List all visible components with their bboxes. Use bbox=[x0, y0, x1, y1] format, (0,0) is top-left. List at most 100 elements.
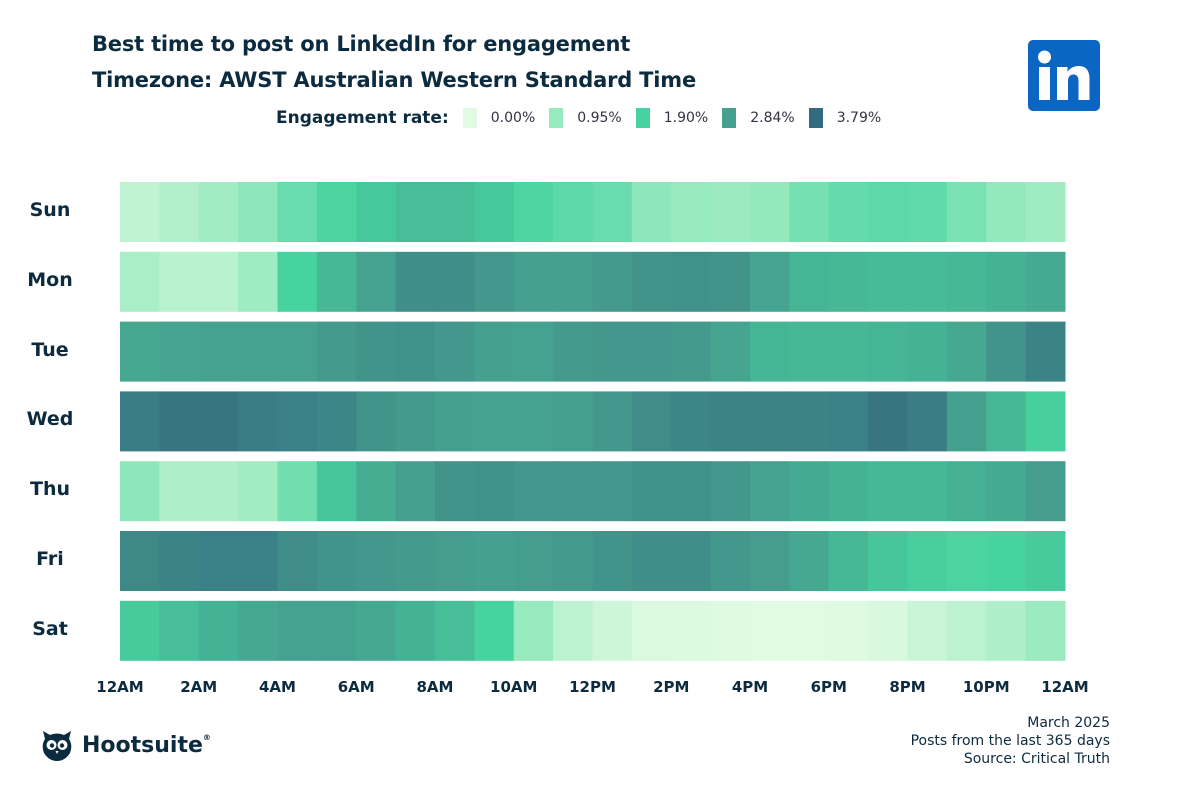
heatmap-cell-sun-12 bbox=[592, 182, 633, 242]
heatmap-cell-fri-2 bbox=[198, 531, 239, 591]
heatmap-cell-sat-18 bbox=[828, 600, 869, 661]
heatmap-cell-sat-21 bbox=[946, 600, 987, 661]
legend: Engagement rate: 0.00% 0.95% 1.90% 2.84% 3.7… bbox=[276, 108, 895, 128]
heatmap-cell-tue-16 bbox=[750, 321, 790, 382]
x-tick-label: 6AM bbox=[337, 678, 375, 696]
x-tick-label: 4PM bbox=[731, 678, 769, 696]
heatmap-cell-tue-23 bbox=[1025, 321, 1066, 382]
row-label: Sat bbox=[32, 617, 68, 640]
heatmap-cell-fri-4 bbox=[277, 531, 318, 591]
heatmap-cell-sat-17 bbox=[789, 600, 830, 661]
heatmap-cell-tue-21 bbox=[946, 321, 987, 382]
heatmap-cell-sun-6 bbox=[356, 182, 397, 242]
row-label: Mon bbox=[27, 268, 73, 291]
heatmap-cell-tue-11 bbox=[553, 321, 593, 382]
row-label: Tue bbox=[31, 338, 69, 361]
heatmap-cell-tue-15 bbox=[710, 321, 751, 382]
heatmap-cell-mon-7 bbox=[395, 251, 436, 312]
heatmap-cell-fri-15 bbox=[710, 531, 751, 591]
heatmap-cell-sun-3 bbox=[238, 182, 278, 242]
legend-value: 1.90% bbox=[663, 110, 709, 126]
heatmap-cell-sun-1 bbox=[159, 182, 200, 242]
heatmap-cell-wed-1 bbox=[159, 391, 200, 452]
heatmap-cell-fri-19 bbox=[868, 531, 908, 591]
heatmap-cell-fri-12 bbox=[592, 531, 633, 591]
heatmap-cell-mon-9 bbox=[474, 251, 515, 312]
heatmap-cell-mon-20 bbox=[907, 251, 948, 312]
heatmap-cell-thu-21 bbox=[946, 461, 987, 522]
heatmap-cell-mon-23 bbox=[1025, 251, 1066, 312]
legend-swatch bbox=[722, 108, 737, 128]
heatmap-cell-mon-13 bbox=[631, 251, 672, 312]
heatmap-cell-thu-12 bbox=[592, 461, 633, 522]
heatmap-cell-wed-19 bbox=[868, 391, 908, 452]
heatmap-cell-fri-0 bbox=[120, 531, 160, 591]
heatmap-cell-wed-13 bbox=[631, 391, 672, 452]
heatmap-cell-tue-0 bbox=[120, 321, 160, 382]
heatmap-cell-fri-20 bbox=[907, 531, 948, 591]
heatmap-cell-sat-22 bbox=[986, 600, 1027, 661]
heatmap-cell-sun-18 bbox=[828, 182, 869, 242]
heatmap-cell-mon-8 bbox=[435, 251, 475, 312]
heatmap-cell-fri-1 bbox=[159, 531, 200, 591]
heatmap-cell-sat-1 bbox=[159, 600, 200, 661]
heatmap-cell-sat-9 bbox=[474, 600, 515, 661]
heatmap-cell-thu-5 bbox=[316, 461, 357, 522]
heatmap-cell-thu-0 bbox=[120, 461, 160, 522]
x-tick-label: 10AM bbox=[490, 678, 538, 696]
legend-value: 0.00% bbox=[490, 110, 536, 126]
heatmap-cell-wed-11 bbox=[553, 391, 593, 452]
heatmap-cell-fri-6 bbox=[356, 531, 397, 591]
heatmap-cell-sun-5 bbox=[316, 182, 357, 242]
heatmap-cell-fri-23 bbox=[1025, 531, 1066, 591]
linkedin-logo bbox=[1028, 40, 1100, 111]
x-tick-label: 4AM bbox=[259, 678, 296, 696]
heatmap-cell-mon-21 bbox=[946, 251, 987, 312]
heatmap-cell-fri-3 bbox=[238, 531, 278, 591]
heatmap-cell-wed-18 bbox=[828, 391, 869, 452]
heatmap-cell-thu-6 bbox=[356, 461, 397, 522]
heatmap-cell-thu-17 bbox=[789, 461, 830, 522]
heatmap-cell-sat-19 bbox=[868, 600, 908, 661]
row-label: Wed bbox=[26, 408, 74, 431]
heatmap-cell-fri-16 bbox=[750, 531, 790, 591]
heatmap-cell-thu-16 bbox=[750, 461, 790, 522]
legend-swatch bbox=[808, 108, 823, 128]
legend-value: 0.95% bbox=[577, 110, 622, 126]
heatmap-cell-wed-8 bbox=[435, 391, 475, 452]
heatmap-cell-fri-22 bbox=[986, 531, 1027, 591]
heatmap-cell-fri-7 bbox=[395, 531, 436, 591]
heatmap-cell-mon-15 bbox=[710, 251, 751, 312]
heatmap-cell-sun-7 bbox=[395, 182, 436, 242]
heatmap-cell-fri-14 bbox=[671, 531, 712, 591]
x-tick-label: 10PM bbox=[962, 678, 1010, 696]
heatmap-cell-thu-18 bbox=[828, 461, 869, 522]
heatmap-cell-wed-6 bbox=[356, 391, 397, 452]
heatmap-cell-sat-11 bbox=[553, 600, 593, 661]
heatmap-cell-thu-4 bbox=[277, 461, 318, 522]
heatmap-cell-thu-2 bbox=[198, 461, 239, 522]
heatmap-cell-sun-11 bbox=[553, 182, 593, 242]
heatmap-cell-sat-13 bbox=[631, 600, 672, 661]
heatmap-cell-sat-15 bbox=[710, 600, 751, 661]
footer-source: Source: Critical Truth bbox=[963, 751, 1110, 767]
heatmap-cell-thu-20 bbox=[907, 461, 948, 522]
legend-value: 2.84% bbox=[750, 110, 795, 126]
heatmap-cell-tue-1 bbox=[159, 321, 200, 382]
row-label: Sun bbox=[29, 199, 71, 221]
heatmap-cell-wed-9 bbox=[474, 391, 515, 452]
heatmap-cell-sat-3 bbox=[238, 600, 278, 661]
heatmap-cell-sun-19 bbox=[868, 182, 908, 242]
heatmap-cell-tue-17 bbox=[789, 321, 830, 382]
heatmap-cell-sun-0 bbox=[120, 182, 160, 242]
heatmap-cell-mon-0 bbox=[120, 251, 160, 312]
heatmap-cell-fri-9 bbox=[474, 531, 515, 591]
heatmap-cell-tue-8 bbox=[435, 321, 475, 382]
heatmap-cell-tue-10 bbox=[513, 321, 554, 382]
heatmap-cell-tue-3 bbox=[238, 321, 278, 382]
heatmap-cell-sun-22 bbox=[986, 182, 1027, 242]
heatmap-cell-tue-18 bbox=[828, 321, 869, 382]
row-label: Fri bbox=[36, 548, 64, 570]
chart-title: Best time to post on LinkedIn for engage… bbox=[92, 32, 631, 56]
heatmap-cell-tue-5 bbox=[316, 321, 357, 382]
